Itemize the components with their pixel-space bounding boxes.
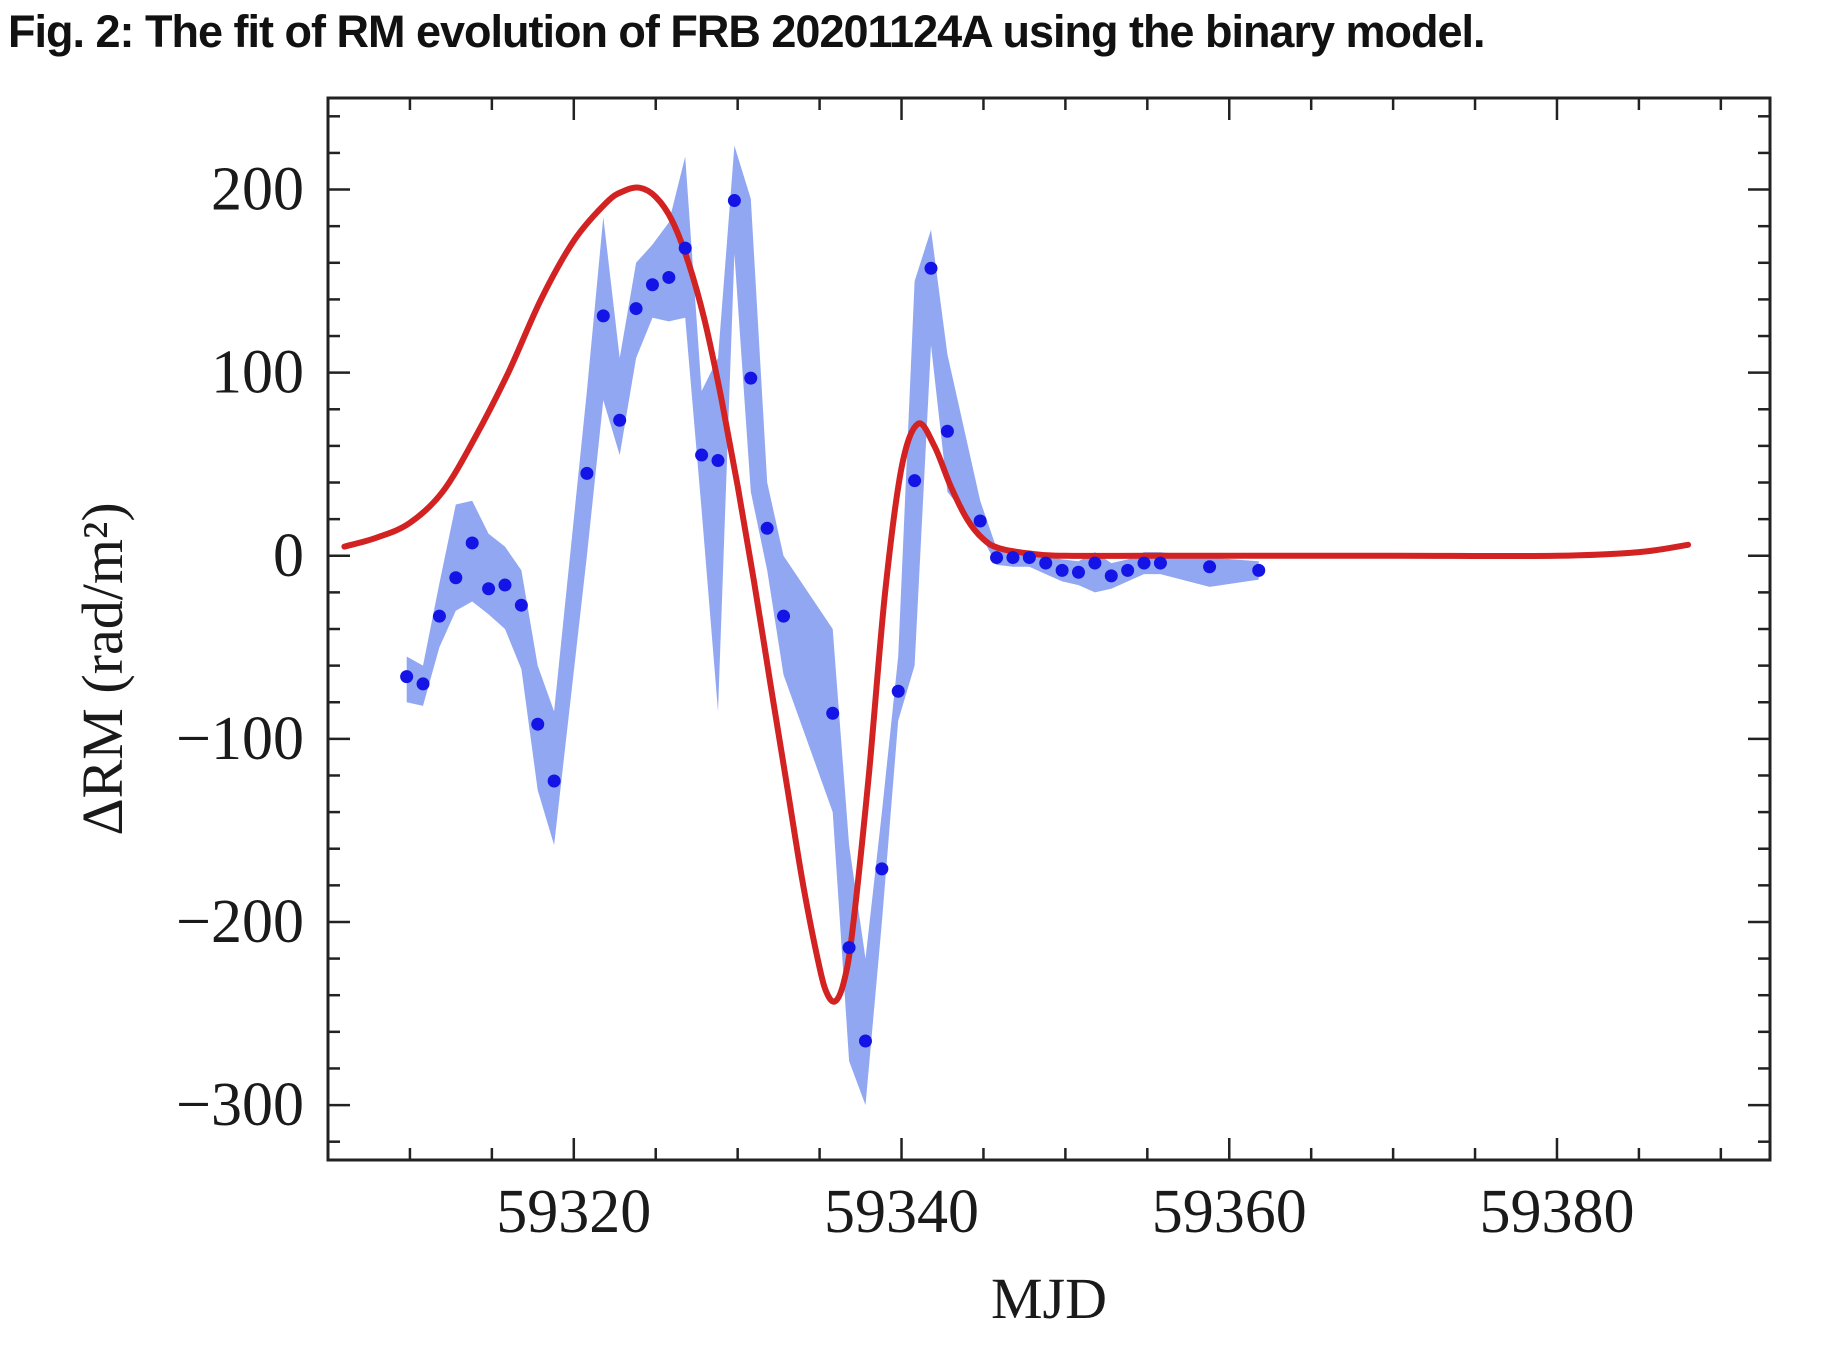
y-tick-label: 0 [273, 522, 304, 590]
data-point [1121, 563, 1135, 577]
data-point [973, 514, 987, 528]
data-point [580, 466, 594, 480]
x-axis-title: MJD [991, 1266, 1107, 1331]
data-point [449, 571, 463, 585]
y-tick-label: 100 [211, 339, 304, 407]
data-point [1006, 551, 1020, 565]
x-tick-label: 59320 [496, 1178, 651, 1246]
data-point [514, 598, 528, 612]
data-point [531, 717, 545, 731]
data-point [465, 536, 479, 550]
data-point [1088, 556, 1102, 570]
tick-labels-layer: 59320 59340 59360 59380 200 100 0 −100 −200 −300 [176, 156, 1634, 1246]
y-tick-label: −300 [176, 1071, 304, 1139]
data-point [826, 706, 840, 720]
fit-layer [341, 184, 1692, 1005]
data-point [760, 521, 774, 535]
data-point [596, 309, 610, 323]
data-point [1055, 563, 1069, 577]
plot-frame [326, 96, 1772, 1162]
data-point [875, 862, 889, 876]
data-point [891, 684, 905, 698]
points-layer [400, 194, 1266, 1048]
data-point [662, 270, 676, 284]
data-point [1203, 560, 1217, 574]
data-point [777, 609, 791, 623]
data-point [908, 474, 922, 488]
data-point [1104, 569, 1118, 583]
data-point [858, 1034, 872, 1048]
binary-model-fit-line [341, 184, 1692, 1005]
data-point [1071, 565, 1085, 579]
x-tick-label: 59340 [824, 1178, 979, 1246]
data-point [940, 424, 954, 438]
x-tick-label: 59380 [1479, 1178, 1634, 1246]
data-point [1137, 556, 1151, 570]
data-point [629, 302, 643, 316]
y-axis-title: ΔRM (rad/m²) [70, 502, 135, 835]
band-layer [406, 145, 1259, 1106]
data-point [1153, 556, 1167, 570]
data-point [711, 454, 725, 468]
data-point [645, 278, 659, 292]
data-point [924, 261, 938, 275]
data-point [678, 241, 692, 255]
data-point [695, 448, 709, 462]
data-point [482, 582, 496, 596]
data-point [727, 194, 741, 208]
y-tick-label: 200 [211, 156, 304, 224]
data-point [416, 677, 430, 691]
data-point [1252, 563, 1266, 577]
ticks-layer [328, 98, 1770, 1160]
data-point [547, 774, 561, 788]
data-point [613, 413, 627, 427]
y-tick-label: −200 [176, 888, 304, 956]
data-point [1039, 556, 1053, 570]
figure-caption: Fig. 2: The fit of RM evolution of FRB 2… [8, 6, 1486, 57]
uncertainty-band [406, 145, 1259, 1106]
data-point [990, 551, 1004, 565]
data-point [400, 670, 414, 684]
data-point [432, 609, 446, 623]
data-point [744, 371, 758, 385]
data-point [498, 578, 512, 592]
data-point [842, 941, 856, 955]
y-tick-label: −100 [176, 705, 304, 773]
x-tick-label: 59360 [1152, 1178, 1307, 1246]
data-point [1022, 551, 1036, 565]
